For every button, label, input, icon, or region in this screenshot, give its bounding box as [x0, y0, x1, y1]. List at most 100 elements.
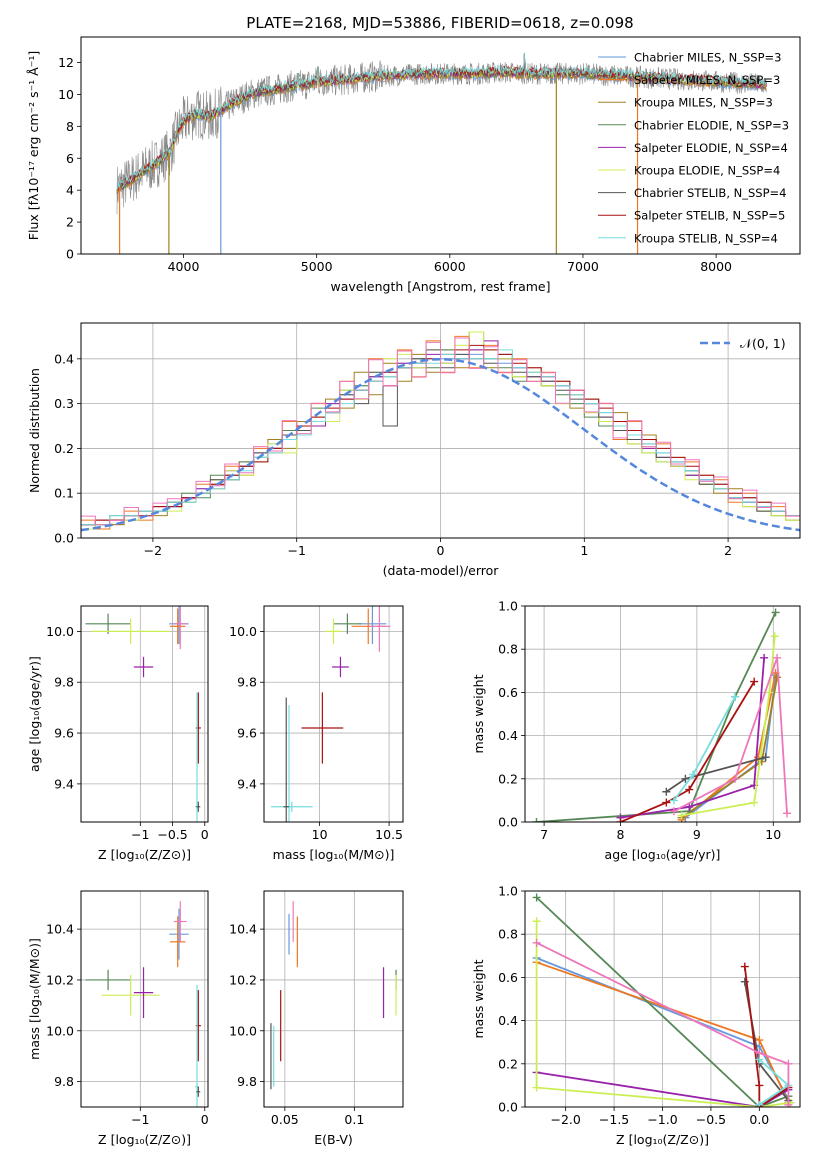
mass-weight-line — [620, 657, 765, 819]
weight_vs_age-frame — [524, 605, 801, 823]
age_vs_Z-plot-area — [85, 606, 201, 822]
weight_vs_age-ytick-label: 0.4 — [498, 728, 518, 743]
figure-title: PLATE=2168, MJD=53886, FIBERID=0618, z=0… — [246, 14, 633, 32]
normal-distribution-curve — [81, 358, 800, 532]
age_vs_Z-xtick-label: −1 — [131, 827, 149, 842]
residuals-xtick-label: 2 — [724, 543, 732, 558]
mass_vs_ebv-frame — [263, 890, 404, 1108]
spectrum-plot-area — [116, 52, 767, 254]
weight_vs_Z-ylabel: mass weight — [471, 959, 486, 1038]
mass_vs_Z-ytick-label: 10.0 — [46, 1023, 74, 1038]
weight_vs_Z-ytick-label: 0.6 — [498, 970, 518, 985]
mass_vs_ebv-xtick-label: 0.1 — [344, 1112, 364, 1127]
spectrum-legend-label: Salpeter STELIB, N_SSP=5 — [634, 209, 785, 223]
spectrum-xtick-label: 5000 — [301, 259, 333, 274]
weight_vs_age-xtick-label: 7 — [540, 827, 548, 842]
spectrum-ytick-label: 8 — [66, 119, 74, 134]
weight_vs_age-xtick-label: 10 — [765, 827, 781, 842]
age_vs_mass-xtick-label: 10 — [312, 827, 328, 842]
spectrum-legend-label: Kroupa ELODIE, N_SSP=4 — [634, 164, 780, 178]
mass-weight-marker — [662, 787, 671, 796]
mass-weight-marker — [771, 608, 780, 617]
weight_vs_age-ylabel: mass weight — [471, 674, 486, 753]
mass-weight-line — [743, 966, 789, 1107]
mass-weight-marker — [689, 770, 698, 779]
residuals-xtick-label: 1 — [580, 543, 588, 558]
weight_vs_age-ytick-label: 0.0 — [498, 815, 518, 830]
mass-weight-marker — [616, 818, 625, 822]
weight_vs_Z-chart: −2.0 −1.5 −1.0 −0.5 0.0 0.0 0.2 0.4 0.6 0.8 1.0 Z [… — [471, 884, 801, 1147]
mass_vs_ebv-xlabel: E(B-V) — [314, 1132, 353, 1147]
age_vs_Z-xtick-label: −0.5 — [157, 827, 187, 842]
mass-weight-line — [620, 681, 755, 822]
mass-weight-marker — [532, 818, 541, 822]
mass_vs_Z-ylabel: mass [log₁₀(M/M⊙)] — [27, 938, 42, 1060]
mass_vs_ebv-plot-area — [270, 901, 397, 1090]
age_vs_Z-ytick-label: 9.8 — [54, 675, 74, 690]
age_vs_Z-chart: −1 −0.5 0 9.4 9.6 9.8 10.0 Z [log₁₀(Z/Z⊙)] age [… — [27, 605, 209, 862]
spectrum-chart: 4000 5000 6000 7000 8000 0 2 4 6 8 10 12 wavelength … — [26, 36, 801, 294]
mass_vs_ebv-ytick-label: 10.4 — [229, 922, 257, 937]
spectrum-model-line — [116, 52, 767, 192]
mass-weight-marker — [755, 1036, 764, 1045]
residual-legend-label: 𝒩(0, 1) — [740, 336, 786, 351]
weight_vs_Z-xtick-label: 0.0 — [749, 1112, 769, 1127]
weight_vs_age-xlabel: age [log₁₀(age/yr)] — [605, 847, 721, 862]
mass-weight-marker — [669, 807, 678, 816]
mass_vs_ebv-chart: 0.05 0.1 9.8 10.0 10.2 10.4 E(B-V) — [229, 890, 404, 1147]
mass-weight-marker — [784, 1059, 793, 1068]
mass-weight-line — [681, 636, 776, 817]
weight_vs_Z-xtick-label: −1.5 — [599, 1112, 629, 1127]
weight_vs_Z-ytick-label: 0.8 — [498, 927, 518, 942]
spectrum-legend-label: Chabrier ELODIE, N_SSP=3 — [634, 118, 789, 132]
mass_vs_Z-xtick-label: −1 — [131, 1112, 149, 1127]
residual-histogram-series — [81, 349, 800, 538]
mass-weight-line — [535, 921, 791, 1107]
spectrum-frame — [80, 36, 801, 255]
mass_vs_ebv-xtick-label: 0.05 — [271, 1112, 299, 1127]
mass-weight-marker — [770, 632, 779, 641]
mass_vs_ebv-ytick-label: 10.0 — [229, 1023, 257, 1038]
weight_vs_Z-plot-area — [532, 893, 795, 1107]
spectrum-legend-label: Kroupa STELIB, N_SSP=4 — [634, 231, 778, 245]
mass_vs_Z-xtick-label: 0 — [201, 1112, 209, 1127]
mass-weight-marker — [685, 802, 694, 811]
mass-weight-marker — [731, 692, 740, 701]
mass_vs_ebv-ytick-label: 9.8 — [237, 1074, 257, 1089]
mass-weight-line — [673, 696, 736, 801]
mass-weight-line — [536, 941, 790, 1105]
mass-weight-marker — [784, 1100, 793, 1107]
mass-weight-marker — [760, 653, 769, 662]
mass_vs_ebv-ytick-label: 10.2 — [229, 972, 257, 987]
age_vs_mass-frame — [263, 605, 404, 823]
spectrum-xlabel: wavelength [Angstrom, rest frame] — [330, 279, 550, 294]
age_vs_mass-ytick-label: 10.0 — [229, 624, 257, 639]
spectrum-legend-label: Salpeter ELODIE, N_SSP=4 — [634, 141, 788, 155]
mass_vs_Z-plot-area — [85, 901, 201, 1107]
mass-weight-line — [536, 1071, 789, 1107]
mass-weight-marker — [662, 798, 671, 807]
residuals-chart: −2 −1 0 1 2 0.0 0.1 0.2 0.3 0.4 (data-model)/error… — [27, 322, 801, 578]
spectrum-ytick-label: 10 — [58, 87, 74, 102]
weight_vs_Z-xlabel: Z [log₁₀(Z/Z⊙)] — [616, 1132, 709, 1147]
spectrum-legend-label: Chabrier MILES, N_SSP=3 — [634, 51, 781, 65]
residuals-ytick-label: 0.0 — [54, 531, 74, 546]
mass_vs_Z-xlabel: Z [log₁₀(Z/Z⊙)] — [98, 1132, 191, 1147]
residuals-ytick-label: 0.1 — [54, 486, 74, 501]
mass-weight-marker — [532, 938, 541, 947]
spectrum-xtick-label: 7000 — [567, 259, 599, 274]
mass-weight-marker — [773, 653, 782, 662]
weight_vs_Z-xtick-label: −0.5 — [696, 1112, 726, 1127]
age_vs_mass-plot-area — [270, 606, 391, 822]
spectrum-legend-label: Kroupa MILES, N_SSP=3 — [634, 96, 773, 110]
residual-histogram-series — [81, 337, 800, 526]
mass-weight-marker — [765, 688, 774, 697]
mass_vs_Z-ytick-label: 10.4 — [46, 922, 74, 937]
mass-weight-marker — [750, 677, 759, 686]
spectrum-ytick-label: 2 — [66, 215, 74, 230]
age_vs_mass-xlabel: mass [log₁₀(M/M⊙)] — [273, 847, 395, 862]
mass-weight-marker — [740, 962, 749, 971]
age_vs_Z-frame — [80, 605, 209, 823]
residuals-plot-area — [81, 331, 800, 538]
